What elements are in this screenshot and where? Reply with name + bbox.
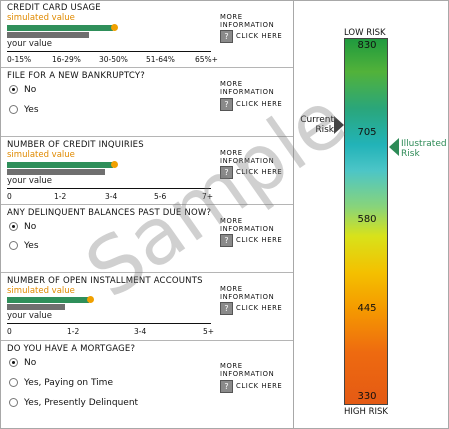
more-information-label: MORE INFORMATION	[220, 362, 275, 378]
tick-label: 0-15%	[7, 55, 32, 64]
gauge-value: 705	[357, 127, 377, 138]
help-icon: ?	[220, 302, 233, 315]
gauge-value: 330	[357, 391, 377, 402]
simulated-value-label: simulated value	[7, 286, 75, 296]
delinquent-option-yes[interactable]: Yes	[9, 241, 39, 251]
tick-label: 51-64%	[146, 55, 175, 64]
radio-icon[interactable]	[9, 378, 18, 387]
mortgage-panel: DO YOU HAVE A MORTGAGE? No Yes, Paying o…	[7, 344, 283, 408]
delinquent-option-no[interactable]: No	[9, 222, 36, 232]
credit-inquiries-title: NUMBER OF CREDIT INQUIRIES	[7, 140, 144, 150]
more-information-label: MORE INFORMATION	[220, 13, 275, 29]
credit-card-axis	[7, 51, 211, 52]
mortgage-option-paying-on-time[interactable]: Yes, Paying on Time	[9, 378, 113, 388]
high-risk-label: HIGH RISK	[344, 407, 388, 417]
more-information-label: MORE INFORMATION	[220, 80, 275, 96]
installment-accounts-axis	[7, 323, 211, 324]
help-icon: ?	[220, 380, 233, 393]
simulated-value-bar[interactable]	[7, 297, 89, 303]
bankruptcy-option-yes[interactable]: Yes	[9, 105, 39, 115]
credit-inquiries-panel: NUMBER OF CREDIT INQUIRIES simulated val…	[1, 137, 293, 205]
installment-accounts-panel: NUMBER OF OPEN INSTALLMENT ACCOUNTS simu…	[1, 273, 293, 341]
your-value-bar	[7, 32, 89, 38]
tick-label: 3-4	[105, 192, 118, 201]
tick-label: 1-2	[67, 327, 80, 336]
radio-icon[interactable]	[9, 105, 18, 114]
simulated-value-handle[interactable]	[87, 296, 94, 303]
credit-card-usage-panel: CREDIT CARD USAGE simulated value your v…	[1, 0, 293, 68]
tick-label: 5+	[203, 327, 215, 336]
help-icon: ?	[220, 166, 233, 179]
tick-label: 1-2	[54, 192, 67, 201]
installment-accounts-title: NUMBER OF OPEN INSTALLMENT ACCOUNTS	[7, 276, 203, 286]
tick-label: 3-4	[134, 327, 147, 336]
low-risk-label: LOW RISK	[344, 28, 386, 38]
radio-selected-icon[interactable]	[9, 85, 18, 94]
gauge-value: 445	[357, 303, 377, 314]
mortgage-title: DO YOU HAVE A MORTGAGE?	[7, 344, 136, 354]
tick-label: 7+	[202, 192, 214, 201]
illustrated-risk-arrow-icon	[389, 138, 399, 156]
simulated-value-bar[interactable]	[7, 162, 113, 168]
current-risk-label: Current Risk	[300, 115, 334, 135]
tick-label: 5-6	[154, 192, 167, 201]
gauge-value: 830	[357, 40, 377, 51]
tick-label: 0	[7, 192, 12, 201]
tick-label: 16-29%	[52, 55, 81, 64]
tick-label: 30-50%	[99, 55, 128, 64]
illustrated-risk-label: Illustrated Risk	[401, 139, 447, 159]
more-information-label: MORE INFORMATION	[220, 149, 275, 165]
more-information-label: MORE INFORMATION	[220, 285, 275, 301]
gauge-value: 580	[357, 214, 377, 225]
simulated-value-bar[interactable]	[7, 25, 113, 31]
mortgage-option-no[interactable]: No	[9, 358, 36, 368]
delinquent-balances-panel: ANY DELINQUENT BALANCES PAST DUE NOW? No…	[1, 205, 293, 273]
your-value-label: your value	[7, 176, 53, 186]
radio-selected-icon[interactable]	[9, 222, 18, 231]
risk-gauge: 830 705 580 445 330	[344, 38, 388, 405]
delinquent-balances-title: ANY DELINQUENT BALANCES PAST DUE NOW?	[7, 208, 212, 218]
help-icon: ?	[220, 98, 233, 111]
current-risk-arrow-icon	[334, 116, 344, 134]
help-icon: ?	[220, 30, 233, 43]
tick-label: 0	[7, 327, 12, 336]
simulated-value-label: simulated value	[7, 13, 75, 23]
simulated-value-handle[interactable]	[111, 161, 118, 168]
radio-icon[interactable]	[9, 241, 18, 250]
radio-selected-icon[interactable]	[9, 358, 18, 367]
bankruptcy-panel: FILE FOR A NEW BANKRUPTCY? No Yes MORE IN…	[1, 68, 293, 137]
your-value-label: your value	[7, 39, 53, 49]
bankruptcy-option-no[interactable]: No	[9, 85, 36, 95]
simulated-value-label: simulated value	[7, 150, 75, 160]
mortgage-option-delinquent[interactable]: Yes, Presently Delinquent	[9, 398, 138, 408]
your-value-label: your value	[7, 311, 53, 321]
your-value-bar	[7, 169, 105, 175]
more-information-label: MORE INFORMATION	[220, 217, 275, 233]
bankruptcy-title: FILE FOR A NEW BANKRUPTCY?	[7, 71, 145, 81]
help-icon: ?	[220, 234, 233, 247]
tick-label: 65%+	[195, 55, 218, 64]
vertical-divider	[293, 0, 294, 428]
simulated-value-handle[interactable]	[111, 24, 118, 31]
your-value-bar	[7, 304, 65, 310]
credit-card-usage-title: CREDIT CARD USAGE	[7, 3, 101, 13]
credit-inquiries-axis	[7, 188, 211, 189]
radio-icon[interactable]	[9, 398, 18, 407]
